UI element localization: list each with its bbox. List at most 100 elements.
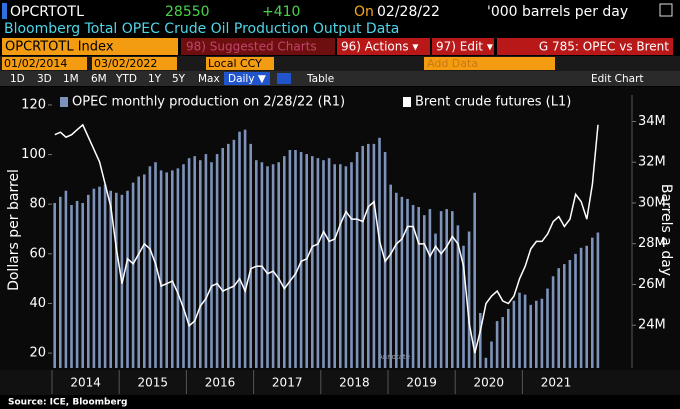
bar [238, 131, 241, 368]
bar [568, 260, 572, 368]
ticker: OPCRTOTL [10, 4, 84, 20]
frequency: Daily ▼ [228, 73, 267, 85]
bar [322, 160, 325, 368]
bar [339, 164, 342, 368]
line [54, 123, 599, 354]
bar [467, 231, 471, 368]
bar [204, 154, 208, 368]
units: '000 barrels per day [487, 4, 628, 20]
bar [260, 162, 264, 368]
bar [176, 168, 180, 368]
bar [473, 192, 476, 368]
bar [103, 184, 107, 368]
x-tick-label: 2020 [474, 376, 505, 390]
bar [535, 300, 538, 368]
currency-field[interactable] [206, 57, 274, 70]
x-tick-label: 2021 [541, 376, 572, 390]
y-tick-label: 20 [29, 346, 46, 361]
bar [462, 245, 465, 368]
y2-tick-label: 26M [638, 277, 666, 292]
bar [59, 196, 62, 368]
bar [400, 196, 404, 368]
bar [484, 357, 488, 368]
bar [271, 164, 275, 368]
frequency-button[interactable] [224, 72, 270, 85]
y2-tick-label: 24M [638, 318, 666, 333]
y-tick-label: 40 [29, 296, 46, 311]
bar [148, 166, 152, 368]
bar [596, 232, 600, 368]
end-field[interactable] [92, 57, 177, 70]
legend-label: OPEC monthly production on 2/28/22 (R1) [72, 95, 345, 110]
security-field[interactable] [2, 38, 178, 55]
y-axis-label: Dollars per barrel [6, 169, 22, 291]
period-button: 1M [63, 73, 79, 85]
bar [64, 190, 68, 368]
y-tick-label: 120 [21, 97, 46, 112]
y2-tick-label: 30M [638, 195, 666, 210]
chart-icon[interactable] [277, 73, 291, 84]
period-button: 1Y [148, 73, 162, 85]
y2-tick-label: 28M [638, 236, 666, 251]
edit-chart: Edit Chart [591, 73, 644, 85]
bar [423, 215, 426, 368]
y-tick-label: 80 [29, 197, 46, 212]
y-tick-label: 60 [29, 246, 46, 261]
bar [333, 164, 336, 368]
bar [445, 209, 448, 368]
bar [428, 209, 432, 368]
bar [221, 147, 224, 368]
bar [70, 205, 73, 368]
edit-button[interactable] [432, 38, 494, 55]
bar [92, 188, 96, 368]
bar [507, 308, 510, 368]
bar [311, 156, 314, 368]
bar [557, 268, 560, 368]
bar [523, 294, 527, 368]
x-tick-label: 2014 [70, 376, 101, 390]
actions: 96) Actions ▾ [341, 40, 418, 54]
bar [277, 162, 280, 368]
on-label: On [354, 4, 374, 20]
bar [490, 341, 493, 368]
start-field[interactable] [2, 57, 87, 70]
bar [355, 152, 359, 368]
bar [512, 300, 516, 368]
bar [75, 200, 79, 368]
bar [98, 186, 101, 368]
bar [115, 192, 118, 368]
change: +410 [262, 4, 300, 20]
bar [210, 162, 213, 368]
bar [495, 321, 499, 368]
x-tick-label: 2017 [272, 376, 303, 390]
add-data: Add Data [427, 57, 478, 70]
bar [546, 288, 549, 368]
suggested: 98) Suggested Charts [186, 40, 317, 54]
bar [87, 194, 90, 368]
date: 02/28/22 [377, 4, 440, 20]
bar [585, 245, 588, 368]
bar [305, 154, 308, 368]
window-icon[interactable] [659, 3, 673, 17]
bar [288, 150, 292, 368]
bar [187, 158, 191, 368]
y2-tick-label: 34M [638, 114, 666, 129]
suggested-button[interactable] [181, 38, 335, 55]
bar [283, 156, 286, 368]
bar [406, 198, 409, 368]
chart-name: G 785: OPEC vs Brent [539, 40, 669, 54]
legend-label: Brent crude futures (L1) [415, 95, 571, 110]
edit: 97) Edit ▾ [436, 40, 493, 54]
add-data-field[interactable] [424, 57, 555, 70]
chart-name-field[interactable] [497, 38, 673, 55]
bar [327, 158, 331, 368]
legend-swatch [60, 97, 68, 107]
bar [232, 139, 236, 368]
actions-button[interactable] [337, 38, 430, 55]
bar [367, 143, 370, 368]
bar [579, 247, 583, 368]
x-tick-label: 2019 [406, 376, 437, 390]
bar [137, 176, 140, 368]
y2-tick-label: 32M [638, 155, 666, 170]
last-value: 28550 [165, 4, 210, 20]
